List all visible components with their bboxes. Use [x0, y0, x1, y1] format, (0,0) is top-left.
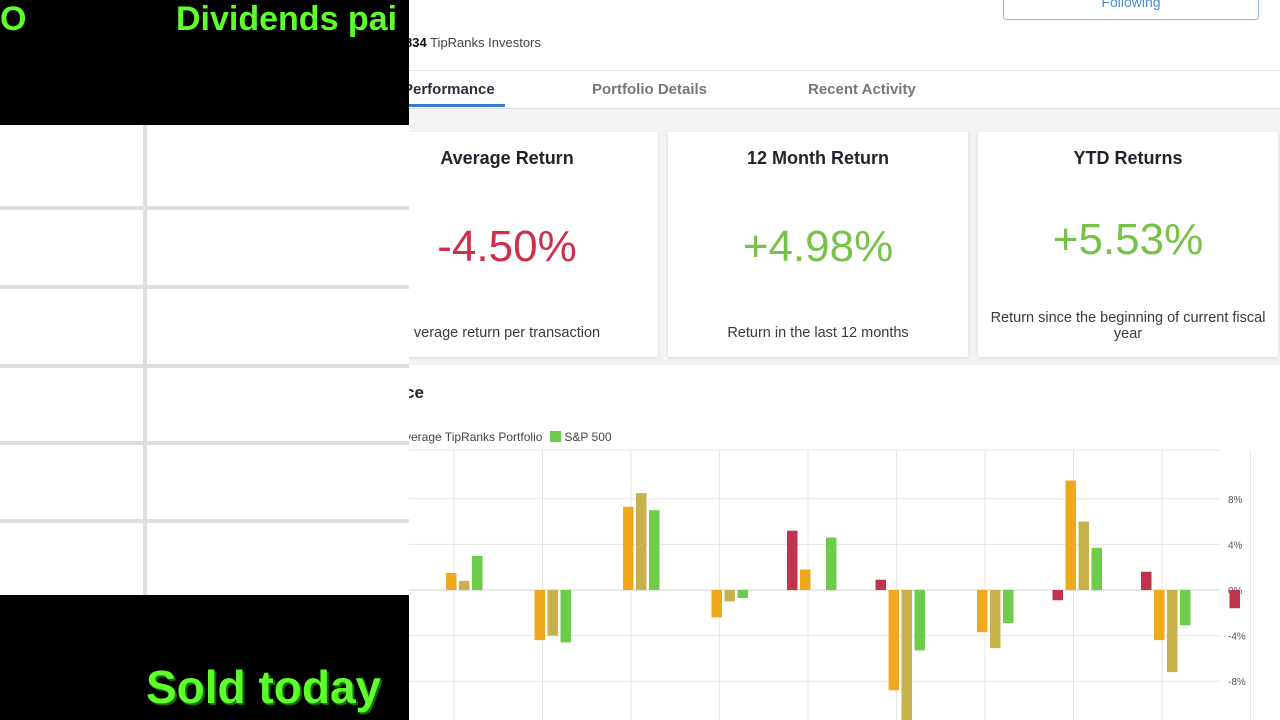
- chart-bar[interactable]: [547, 590, 559, 636]
- tab-performance[interactable]: Performance: [403, 81, 495, 98]
- average-return-value: -4.50%: [437, 222, 577, 271]
- chart-bar[interactable]: [724, 590, 736, 602]
- investor-count-label: TipRanks Investors: [430, 35, 541, 50]
- grid-line-h4: [0, 441, 409, 445]
- performance-chart-title: ce: [405, 383, 424, 402]
- legend-portfolio-label: verage TipRanks Portfolio: [405, 430, 543, 444]
- chart-bar[interactable]: [472, 555, 483, 590]
- chart-bar[interactable]: [1180, 590, 1191, 626]
- grid-line-h1: [0, 206, 409, 210]
- tab-portfolio-details[interactable]: Portfolio Details: [592, 81, 708, 98]
- header-divider: [400, 70, 1280, 71]
- chart-bar[interactable]: [1078, 521, 1090, 590]
- tab-bar: Performance Portfolio Details Recent Act…: [400, 71, 1280, 109]
- y-tick-label: 8%: [1228, 495, 1243, 506]
- grid-line-h3: [0, 364, 409, 368]
- ytd-returns-value: +5.53%: [1052, 215, 1204, 264]
- chart-bar[interactable]: [990, 590, 1001, 649]
- chart-bar[interactable]: [977, 590, 988, 633]
- chart-bar[interactable]: [1091, 547, 1103, 590]
- overlay-bottom-banner: [0, 595, 409, 720]
- chart-bar[interactable]: [1003, 590, 1014, 624]
- grid-line-v1: [143, 125, 147, 595]
- grid-line-h5: [0, 519, 409, 523]
- chart-bar[interactable]: [787, 530, 798, 590]
- investor-count: 834 TipRanks Investors: [405, 35, 541, 50]
- chart-bar[interactable]: [446, 572, 457, 590]
- chart-bar[interactable]: [901, 590, 913, 720]
- legend-sp500-label: S&P 500: [564, 430, 612, 444]
- twelve-month-return-value: +4.98%: [742, 222, 894, 271]
- following-button[interactable]: Following: [1003, 0, 1259, 20]
- chart-bar[interactable]: [1154, 590, 1165, 641]
- overlay-top-left-text: O: [0, 0, 27, 38]
- chart-bar[interactable]: [914, 590, 926, 651]
- overlay-top-banner: O Dividends pai: [0, 0, 409, 125]
- investor-count-number: 834: [405, 35, 427, 50]
- chart-bar[interactable]: [1141, 571, 1152, 590]
- video-overlay: O Dividends pai Sold today: [0, 0, 409, 720]
- ytd-returns-title: YTD Returns: [1073, 148, 1183, 168]
- y-tick-label: -4%: [1228, 632, 1246, 643]
- performance-bar-chart: 8%4%0%-4%-8%: [400, 449, 1251, 720]
- chart-bar[interactable]: [623, 506, 634, 590]
- chart-bar[interactable]: [649, 510, 660, 590]
- chart-bar[interactable]: [737, 590, 749, 598]
- ytd-returns-card: YTD Returns +5.53% Return since the begi…: [978, 132, 1278, 357]
- tab-recent-activity[interactable]: Recent Activity: [808, 81, 916, 98]
- chart-bar[interactable]: [560, 590, 572, 643]
- average-return-title: Average Return: [440, 148, 574, 168]
- chart-legend: verage TipRanks Portfolio S&P 500: [405, 430, 612, 444]
- twelve-month-return-title: 12 Month Return: [747, 148, 889, 168]
- overlay-dividends-text: Dividends pai: [176, 0, 398, 38]
- average-return-desc: verage return per transaction: [413, 325, 601, 341]
- grid-line-h2: [0, 285, 409, 289]
- chart-bar[interactable]: [888, 590, 900, 691]
- chart-bar[interactable]: [800, 569, 811, 590]
- twelve-month-return-desc: Return in the last 12 months: [727, 325, 909, 341]
- ytd-returns-desc: Return since the beginning of current fi…: [990, 310, 1266, 342]
- chart-bar[interactable]: [534, 590, 546, 641]
- chart-bar[interactable]: [1229, 590, 1241, 609]
- chart-bar[interactable]: [875, 579, 887, 590]
- chart-bar[interactable]: [459, 580, 470, 590]
- overlay-sold-today-text: Sold today: [146, 661, 382, 713]
- chart-bar[interactable]: [826, 537, 837, 590]
- chart-bar[interactable]: [636, 493, 647, 590]
- legend-sp500-swatch: [550, 431, 562, 442]
- chart-bar[interactable]: [711, 590, 723, 618]
- chart-bar[interactable]: [1167, 590, 1178, 673]
- twelve-month-return-card: 12 Month Return +4.98% Return in the las…: [668, 132, 968, 357]
- active-tab-indicator: [400, 104, 505, 107]
- y-tick-label: 4%: [1228, 540, 1243, 551]
- chart-bar[interactable]: [1065, 480, 1077, 590]
- y-tick-label: -8%: [1228, 677, 1246, 688]
- chart-bar[interactable]: [1052, 590, 1064, 601]
